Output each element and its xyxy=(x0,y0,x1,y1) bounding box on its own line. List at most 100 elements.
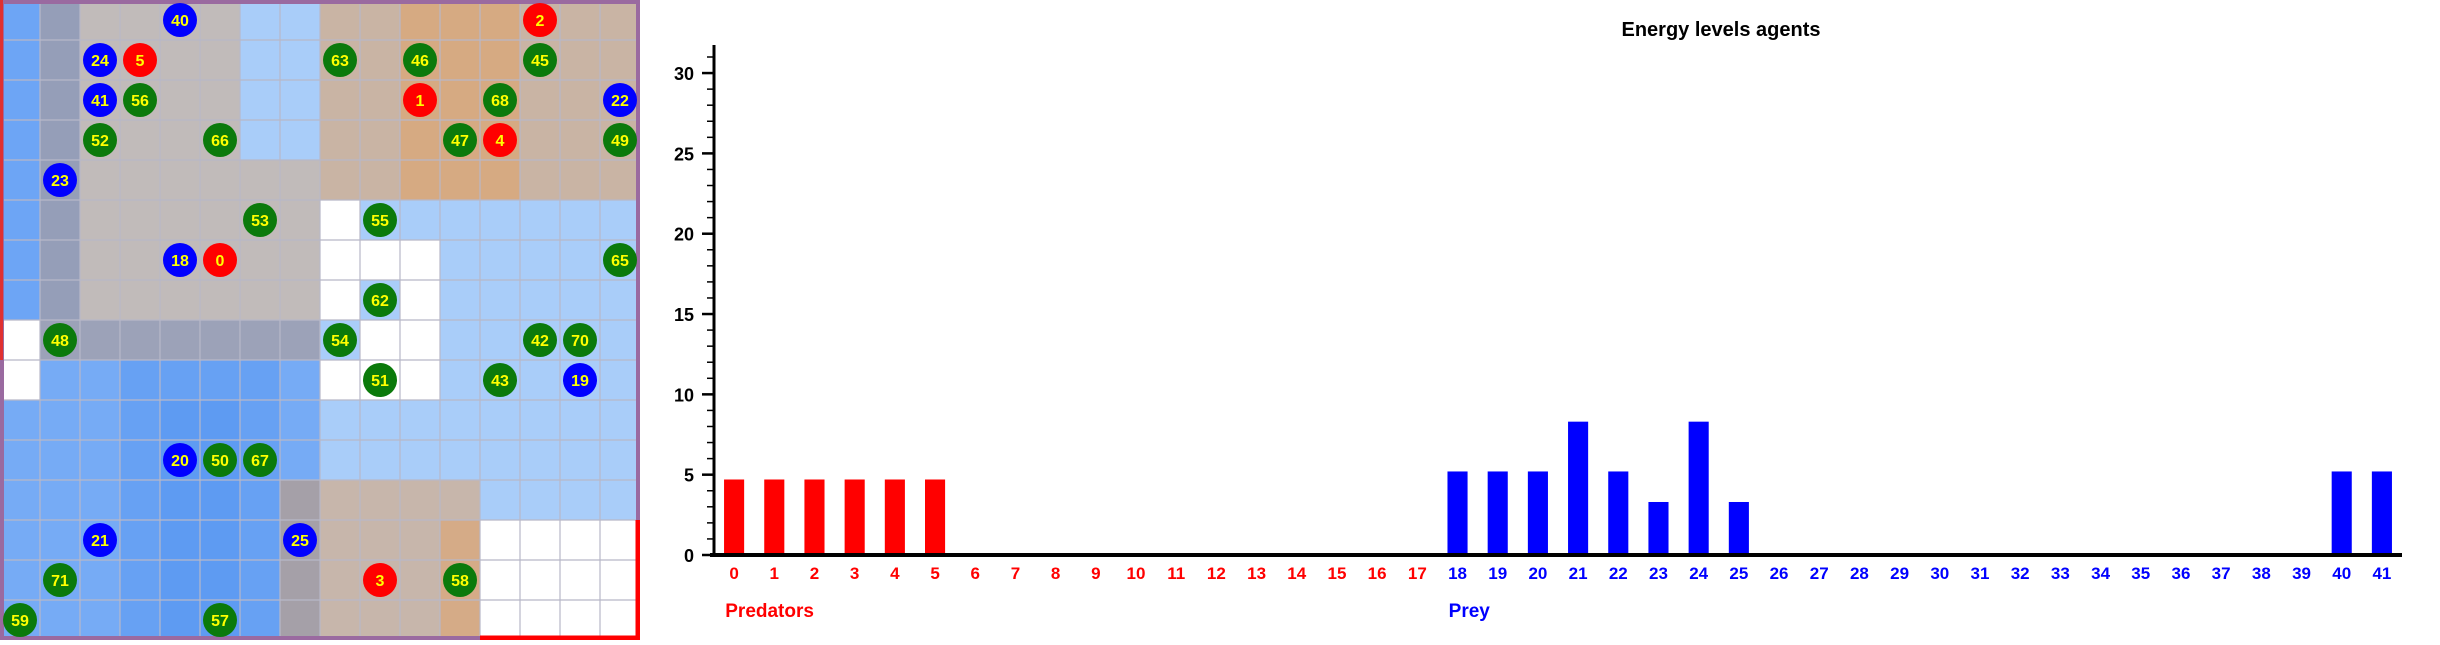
energy-bar xyxy=(884,479,905,553)
agent-label: 20 xyxy=(171,453,189,470)
grid-cell xyxy=(560,200,600,240)
agent-label: 24 xyxy=(91,53,109,70)
grid-cell xyxy=(600,160,640,200)
energy-bar xyxy=(1608,471,1629,553)
plant-agent: 52 xyxy=(83,123,117,157)
grid-cell xyxy=(400,0,440,40)
grid-cell xyxy=(280,80,320,120)
grid-cell xyxy=(240,0,280,40)
grid-cell xyxy=(240,160,280,200)
grid-border-highlight xyxy=(480,520,641,641)
grid-cell xyxy=(560,440,600,480)
grid-cell xyxy=(480,440,520,480)
bars xyxy=(724,421,2392,553)
y-tick-label: 10 xyxy=(674,385,694,405)
grid-cell xyxy=(440,280,480,320)
grid-cell xyxy=(480,0,520,40)
agent-label: 63 xyxy=(331,53,349,70)
prey-agent-marker xyxy=(563,363,597,397)
x-tick-label: 23 xyxy=(1649,564,1668,583)
grid-cell xyxy=(120,0,160,40)
plant-agent-marker xyxy=(523,323,557,357)
grid-cell xyxy=(200,160,240,200)
grid-cell xyxy=(160,40,200,80)
empty-cell xyxy=(480,560,520,600)
prey-agent: 22 xyxy=(603,83,637,117)
energy-bar xyxy=(2371,471,2392,553)
x-tick-label: 34 xyxy=(2091,564,2110,583)
x-tick-label: 11 xyxy=(1167,564,1185,583)
grid-cell xyxy=(560,0,600,40)
plant-agent: 49 xyxy=(603,123,637,157)
x-tick-label: 19 xyxy=(1488,564,1507,583)
x-tick-label: 17 xyxy=(1408,564,1427,583)
y-tick-label: 25 xyxy=(674,144,694,164)
energy-bar xyxy=(1527,471,1548,553)
plant-agent: 56 xyxy=(123,83,157,117)
grid-cell xyxy=(280,200,320,240)
energy-chart: Energy levels agents 0 5 10 15 20 25 30 0 1 2 3 4 5 6… xyxy=(640,0,2440,640)
grid-cell xyxy=(280,40,320,80)
agent-label: 62 xyxy=(371,293,389,310)
grid-cell xyxy=(480,200,520,240)
predator-agent-marker xyxy=(123,43,157,77)
chart-axes: 0 5 10 15 20 25 30 xyxy=(674,45,2402,566)
agent-label: 21 xyxy=(91,533,109,550)
agent-label: 50 xyxy=(211,453,229,470)
grid-cell xyxy=(440,160,480,200)
agent-label: 0 xyxy=(216,253,225,270)
grid-cell xyxy=(400,400,440,440)
agent-label: 59 xyxy=(11,613,29,630)
agent-label: 71 xyxy=(51,573,69,590)
plant-agent-marker xyxy=(563,323,597,357)
energy-bar xyxy=(1447,471,1468,553)
prey-agent-marker xyxy=(163,3,197,37)
grid-cell xyxy=(560,480,600,520)
plant-agent: 45 xyxy=(523,43,557,77)
plant-agent-marker xyxy=(403,43,437,77)
x-tick-label: 31 xyxy=(1971,564,1990,583)
grid-cell xyxy=(200,200,240,240)
agent-label: 47 xyxy=(451,133,469,150)
plant-agent: 66 xyxy=(203,123,237,157)
x-tick-label: 16 xyxy=(1368,564,1387,583)
energy-bar xyxy=(1568,421,1589,553)
x-tick-label: 22 xyxy=(1609,564,1628,583)
plant-agent-marker xyxy=(203,123,237,157)
plant-agent-marker xyxy=(363,283,397,317)
empty-cell xyxy=(360,240,400,280)
grid-cell xyxy=(480,240,520,280)
agent-label: 19 xyxy=(571,373,589,390)
empty-cell xyxy=(320,280,360,320)
grid-cell xyxy=(480,480,520,520)
plant-agent-marker xyxy=(523,43,557,77)
grid-cell xyxy=(600,480,640,520)
empty-cell xyxy=(560,600,600,640)
x-tick-label: 30 xyxy=(1930,564,1949,583)
agent-label: 56 xyxy=(131,93,149,110)
prey-agent: 21 xyxy=(83,523,117,557)
grid-cell xyxy=(400,560,440,600)
x-tick-label: 40 xyxy=(2332,564,2351,583)
group-labels: Predators Prey xyxy=(725,601,1490,622)
grid-cell xyxy=(120,240,160,280)
empty-cell xyxy=(600,600,640,640)
prey-agent: 20 xyxy=(163,443,197,477)
predator-agent-marker xyxy=(483,123,517,157)
grid-cell xyxy=(80,200,120,240)
plant-agent-marker xyxy=(3,603,37,637)
plant-agent-marker xyxy=(443,123,477,157)
agent-label: 49 xyxy=(611,133,629,150)
grid-cell xyxy=(360,80,400,120)
prey-agent-marker xyxy=(83,83,117,117)
x-tick-label: 25 xyxy=(1729,564,1748,583)
plant-agent: 42 xyxy=(523,323,557,357)
plant-agent: 51 xyxy=(363,363,397,397)
x-tick-label: 32 xyxy=(2011,564,2030,583)
grid-cell xyxy=(240,80,280,120)
grid-cell xyxy=(600,320,640,360)
plant-agent-marker xyxy=(243,203,277,237)
x-tick-label: 35 xyxy=(2131,564,2150,583)
empty-cell xyxy=(520,520,560,560)
plant-agent: 50 xyxy=(203,443,237,477)
